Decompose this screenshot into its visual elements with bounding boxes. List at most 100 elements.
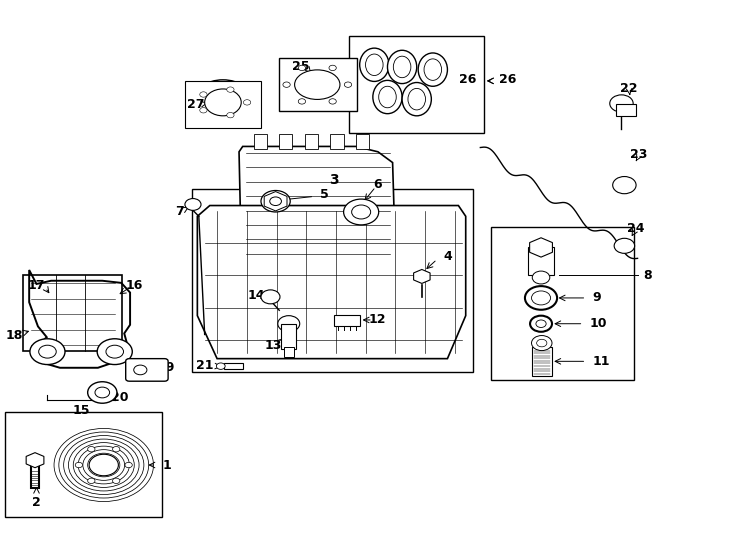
Bar — [305, 134, 318, 149]
Text: 6: 6 — [374, 178, 382, 191]
Circle shape — [87, 478, 95, 483]
Circle shape — [531, 335, 552, 350]
Bar — [491, 227, 634, 380]
Circle shape — [200, 107, 207, 113]
Bar — [349, 36, 484, 133]
Circle shape — [200, 92, 207, 97]
Text: 5: 5 — [320, 188, 329, 201]
Circle shape — [298, 99, 305, 104]
Circle shape — [270, 197, 281, 206]
Ellipse shape — [393, 56, 411, 78]
Text: 22: 22 — [620, 82, 638, 95]
Circle shape — [106, 345, 123, 358]
Circle shape — [205, 89, 241, 116]
Text: 27: 27 — [187, 98, 205, 111]
Ellipse shape — [366, 54, 383, 76]
Bar — [254, 134, 267, 149]
Text: 20: 20 — [111, 392, 128, 404]
Text: 26: 26 — [459, 73, 476, 86]
Circle shape — [536, 320, 546, 327]
Circle shape — [277, 316, 299, 332]
Circle shape — [112, 447, 120, 452]
Text: 10: 10 — [589, 317, 607, 330]
Text: 25: 25 — [292, 60, 310, 73]
Ellipse shape — [408, 89, 426, 110]
Circle shape — [352, 205, 371, 219]
Circle shape — [185, 199, 201, 211]
Polygon shape — [26, 453, 44, 468]
Text: 17: 17 — [28, 279, 46, 292]
Polygon shape — [414, 269, 430, 284]
Polygon shape — [197, 206, 465, 359]
Ellipse shape — [294, 70, 340, 99]
Circle shape — [532, 271, 550, 284]
Polygon shape — [239, 146, 395, 265]
Circle shape — [30, 339, 65, 364]
Text: 26: 26 — [498, 73, 516, 86]
Circle shape — [39, 345, 57, 358]
Circle shape — [125, 462, 132, 468]
Text: 9: 9 — [592, 292, 601, 305]
Text: 8: 8 — [644, 269, 652, 282]
Ellipse shape — [388, 50, 417, 84]
Text: 1: 1 — [162, 458, 171, 471]
Circle shape — [87, 382, 117, 403]
Circle shape — [531, 291, 550, 305]
Text: 21: 21 — [196, 359, 214, 372]
Circle shape — [112, 478, 120, 483]
Circle shape — [87, 447, 95, 452]
Text: 24: 24 — [628, 221, 645, 234]
Circle shape — [344, 199, 379, 225]
Ellipse shape — [418, 53, 448, 86]
Circle shape — [97, 339, 132, 364]
Circle shape — [525, 286, 557, 310]
Text: 23: 23 — [631, 148, 647, 161]
Circle shape — [329, 99, 336, 104]
Circle shape — [76, 462, 82, 468]
Circle shape — [89, 454, 118, 476]
Bar — [616, 104, 636, 116]
Text: 13: 13 — [265, 339, 282, 352]
Bar — [192, 190, 473, 372]
Circle shape — [537, 339, 547, 347]
Circle shape — [298, 65, 305, 71]
Ellipse shape — [379, 86, 396, 108]
Circle shape — [613, 177, 636, 194]
Text: 19: 19 — [158, 361, 175, 374]
Circle shape — [192, 80, 254, 125]
Bar — [281, 324, 296, 349]
Text: 4: 4 — [444, 250, 453, 263]
Text: 16: 16 — [126, 279, 143, 292]
Bar — [528, 247, 554, 275]
Ellipse shape — [402, 83, 432, 116]
Bar — [23, 275, 122, 350]
Circle shape — [217, 363, 225, 369]
Circle shape — [261, 191, 290, 212]
Circle shape — [95, 387, 109, 398]
Circle shape — [530, 316, 552, 332]
Text: 11: 11 — [592, 355, 610, 368]
Polygon shape — [264, 192, 287, 211]
Ellipse shape — [280, 61, 354, 109]
Circle shape — [610, 95, 633, 112]
Text: 2: 2 — [32, 496, 41, 509]
Bar — [334, 315, 360, 326]
Circle shape — [614, 238, 635, 253]
Ellipse shape — [373, 80, 402, 113]
FancyBboxPatch shape — [126, 359, 168, 381]
Bar — [356, 134, 369, 149]
Text: 7: 7 — [175, 206, 184, 219]
Polygon shape — [530, 238, 553, 257]
Circle shape — [261, 290, 280, 304]
Bar — [330, 134, 344, 149]
Text: 15: 15 — [73, 404, 90, 417]
Circle shape — [134, 365, 147, 375]
Bar — [5, 413, 162, 517]
Text: 3: 3 — [330, 173, 339, 187]
Ellipse shape — [424, 59, 442, 80]
Bar — [185, 81, 261, 128]
Bar — [531, 347, 552, 376]
Bar — [279, 134, 292, 149]
Circle shape — [283, 82, 290, 87]
Circle shape — [329, 65, 336, 71]
